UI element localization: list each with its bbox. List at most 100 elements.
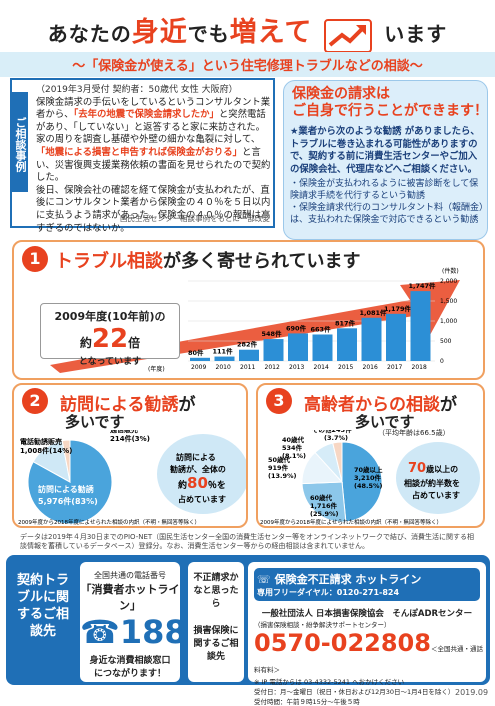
label-visit-value: 5,976件(83%) [38, 496, 98, 506]
age-label-lab_other: その他245件 [312, 430, 352, 434]
case-paragraph-1: 保険金請求の手伝いをしているというコンサルタント業者から、「去年の地震で保険金請… [36, 96, 271, 133]
label-mail-value: 214件(3%) [110, 434, 150, 443]
bar-value-label: 548件 [262, 329, 283, 338]
bar [386, 313, 406, 361]
age-label-lab_40: 40歳代 [282, 435, 305, 444]
phone-icon: ☎ [80, 613, 120, 651]
y-tick-label: 1,000 [440, 318, 457, 325]
contact-label: 契約トラブルに関するご相談先 [16, 573, 69, 639]
label-telephone: 電話勧誘販売 [20, 437, 62, 446]
title-pre: あなたの [47, 22, 132, 46]
bar [337, 328, 357, 361]
x-tick-label: 2016 [363, 364, 378, 371]
bar-value-label: 1,747件 [409, 281, 437, 290]
section-2 [12, 383, 248, 528]
age-label-lab_40v: 534件 [282, 443, 303, 452]
page-title: あなたの身近でも増えて います [0, 10, 495, 53]
consumer-hotline-card: 全国共通の電話番号 「消費者ホットライン」 ☎188 身近な消費相談窓口につなが… [80, 562, 187, 682]
bar-value-label: 663件 [311, 324, 332, 333]
age-label-lab_50v: 919件 [268, 463, 289, 472]
x-tick-label: 2015 [338, 364, 353, 371]
section-2-title: 訪問による勧誘が [60, 395, 196, 415]
bar-value-label: 690件 [286, 323, 307, 332]
pie-slice [341, 441, 383, 523]
case-box [10, 78, 275, 228]
bar-value-label: 817件 [335, 318, 356, 327]
navi-dial-number[interactable]: 0570-022808 [254, 629, 431, 657]
bar-value-label: 80件 [188, 348, 204, 357]
y-tick-label: 500 [440, 338, 452, 345]
bubble-text-4: 占めています [178, 494, 226, 504]
section-1-number: 1 [22, 246, 48, 272]
info-box-22x: 2009年度(10年前)の 約22倍 となっています [40, 303, 180, 367]
bar [190, 357, 210, 361]
x-tick-label: 2014 [314, 364, 329, 371]
section-3-number: 3 [266, 388, 292, 414]
section-1-title: トラブル相談が多く寄せられています [55, 251, 361, 272]
case-text: （2019年3月受付 契約者：50歳代 女性 大阪府） 保険金請求の手伝いをして… [36, 84, 272, 235]
x-tick-label: 2013 [289, 364, 304, 371]
case-tab: ご相談事例 [10, 92, 28, 192]
y-tick-label: 1,500 [440, 298, 457, 305]
title-word-fuete: 増えて [229, 17, 313, 48]
age-label-lab_60v: 1,716件 [310, 501, 338, 510]
bar-value-label: 111件 [213, 347, 234, 356]
x-tick-label: 2017 [387, 364, 402, 371]
section-3-footnote: 2009年度から2018年度によせられた相談の内訳（不明・無回答等除く） [260, 518, 442, 526]
speech-bubble [283, 80, 488, 240]
y-tick-label: 0 [440, 358, 444, 365]
age-label-lab_40p: (8.1%) [282, 452, 306, 460]
bubble-70-1: 70歳以上の [408, 461, 458, 476]
section-3 [256, 383, 485, 528]
phone-icon: ☏ [257, 573, 275, 586]
bubble-70-2: 相談が約半数を [404, 478, 460, 488]
bar-value-label: 1,179件 [384, 304, 412, 313]
bar [410, 291, 431, 361]
section-3-title: 高齢者からの相談が [304, 395, 457, 415]
label-mail: 通信販売 [110, 430, 138, 434]
bar [239, 349, 259, 361]
bar [214, 356, 235, 361]
bubble-text-2: 勧誘が、全体の [170, 464, 226, 474]
speech-body: ★業者から次のような勧誘 がありましたら、トラブルに巻き込まれる可能性があります… [290, 126, 480, 175]
y-tick-label: 2,000 [440, 278, 457, 285]
age-label-lab_70: 70歳以上 [354, 465, 383, 474]
subtitle: 〜「保険金が使える」という住宅修理トラブルなどの相談〜 [0, 52, 495, 77]
label-visit: 訪問による勧誘 [38, 484, 95, 494]
case-paragraph-3: 後日、保険会社の確認を経て保険金が支払われたが、直後にコンサルタント業者から保険… [36, 184, 271, 234]
bubble-text-1: 訪問による [176, 452, 216, 462]
title-mid: でも [187, 22, 230, 46]
x-tick-label: 2018 [412, 364, 427, 371]
bar [312, 334, 333, 361]
section-2-number: 2 [22, 388, 48, 414]
fraud-hotline[interactable]: ☏ 保険金不正請求 ホットライン 専用フリーダイヤル：0120-271-824 [254, 568, 480, 601]
case-paragraph-2: 家の周りを調査し基礎や外壁の細かな亀裂に対して、「地震による損害と申告すれば保険… [36, 134, 271, 184]
pie-slice [332, 441, 343, 483]
case-source: 国民生活センター相談事例をもとに一部改変 [120, 214, 270, 223]
bar [263, 339, 284, 361]
section-3-sub: 多いです [355, 413, 415, 431]
label-telephone-value: 1,008件(14%) [20, 446, 72, 455]
age-label-lab_70p: (48.5%) [354, 482, 383, 490]
x-tick-label: 2012 [265, 364, 280, 371]
age-label-lab_70v: 3,210件 [354, 473, 382, 482]
age-label-lab_60: 60歳代 [310, 493, 333, 502]
section-2-footnote: 2009年度から2018年度によせられた相談の内訳（不明・無回答等除く） [18, 518, 200, 526]
x-tick-label: 2009 [191, 364, 206, 371]
bubble-80pct [157, 434, 246, 514]
version-label: 2019.09 [455, 688, 489, 697]
hotline-188[interactable]: ☎188 [80, 613, 187, 651]
chart-year-label: (年度) [148, 365, 165, 373]
x-tick-label: 2011 [240, 364, 255, 371]
pie-slice [61, 439, 71, 483]
speech-list: ・保険金が支払われるように被害診断をして保険請求手続を代行するという勧誘 ・保険金… [290, 179, 484, 225]
rising-arrow-icon [324, 18, 373, 53]
title-post: います [384, 22, 448, 46]
pie-slice [27, 439, 113, 525]
average-age: （平均年齢は66.5歳） [378, 429, 450, 437]
pie-chart-age: その他245件(3.7%) 40歳代534件(8.1%)50歳代919件(13.9… [260, 430, 480, 526]
pie-slice [301, 481, 347, 523]
data-note: データは2019年４月30日までのPIO-NET（国民生活センター全国の消費生活… [20, 533, 475, 550]
bar-value-label: 282件 [237, 340, 258, 349]
